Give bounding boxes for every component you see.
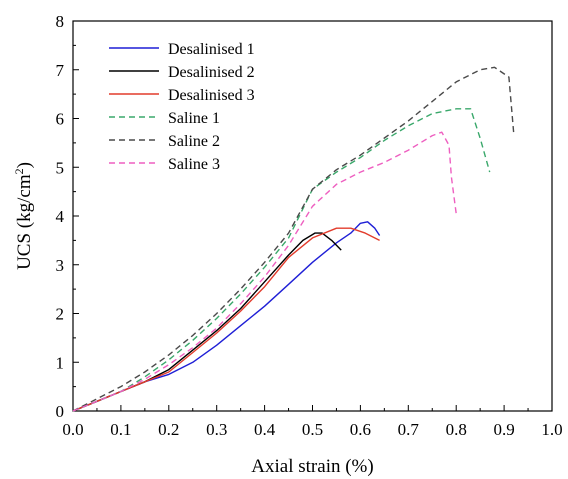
x-tick-label: 0.3 — [206, 420, 227, 439]
x-tick-label: 0.6 — [350, 420, 371, 439]
series-line — [72, 131, 457, 412]
x-tick-label: 0.1 — [110, 420, 131, 439]
y-tick-label: 3 — [56, 256, 65, 275]
legend-label: Saline 2 — [168, 133, 220, 150]
legend-label: Saline 3 — [168, 156, 220, 173]
y-tick-label: 4 — [56, 207, 65, 226]
x-tick-label: 0.2 — [158, 420, 179, 439]
y-tick-label: 8 — [56, 12, 65, 31]
x-axis-ticks: 0.0 0.1 0.2 0.3 0.4 0.5 0.6 0.7 0.8 0.9 1.0 — [62, 405, 563, 439]
x-tick-label: 0.9 — [493, 420, 514, 439]
series-line — [72, 227, 380, 412]
legend-label: Saline 1 — [168, 110, 220, 127]
legend-label: Desalinised 3 — [168, 87, 255, 104]
x-tick-label: 0.0 — [62, 420, 83, 439]
x-tick-label: 0.4 — [254, 420, 276, 439]
y-tick-label: 0 — [56, 402, 65, 421]
x-tick-label: 1.0 — [541, 420, 562, 439]
x-axis-label: Axial strain (%) — [251, 456, 373, 477]
y-tick-label: 6 — [56, 110, 65, 129]
legend-label: Desalinised 1 — [168, 41, 255, 58]
series-line — [72, 108, 491, 412]
y-axis-ticks: 0 1 2 3 4 5 6 7 8 — [56, 12, 79, 421]
x-tick-label: 0.5 — [302, 420, 323, 439]
x-tick-label: 0.7 — [398, 420, 420, 439]
y-tick-label: 7 — [56, 61, 65, 80]
legend: Desalinised 1 Desalinised 2 Desalinised 3 S… — [109, 41, 255, 173]
y-tick-label: 1 — [56, 353, 65, 372]
series-line — [72, 66, 515, 412]
y-tick-label: 2 — [56, 305, 65, 324]
legend-label: Desalinised 2 — [168, 64, 255, 81]
y-axis-label-main: UCS (kg/cm — [14, 174, 35, 270]
y-axis-label-superscript: 2 — [12, 168, 26, 174]
y-tick-label: 5 — [56, 158, 65, 177]
y-axis-label-close: ) — [14, 162, 35, 168]
series-layer — [72, 66, 515, 412]
y-axis-label: UCS (kg/cm2) — [12, 162, 35, 270]
x-tick-label: 0.8 — [446, 420, 467, 439]
